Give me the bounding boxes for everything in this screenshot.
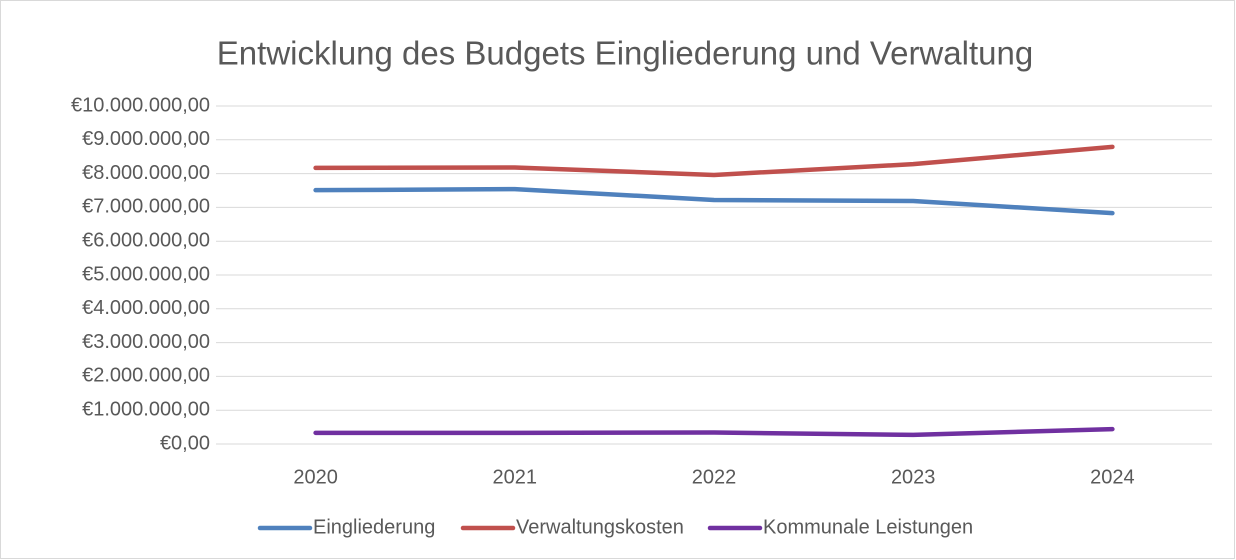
series-line [313, 426, 1115, 438]
series-line [313, 144, 1115, 178]
y-tick-label: €1.000.000,00 [82, 398, 210, 420]
y-tick-label: €0,00 [160, 432, 210, 454]
legend-label: Eingliederung [313, 516, 435, 538]
y-tick-label: €3.000.000,00 [82, 331, 210, 353]
x-tick-label: 2024 [1090, 466, 1135, 488]
y-tick-label: €9.000.000,00 [82, 128, 210, 150]
y-tick-label: €2.000.000,00 [82, 365, 210, 387]
y-tick-label: €8.000.000,00 [82, 162, 210, 184]
y-tick-label: €4.000.000,00 [82, 297, 210, 319]
x-tick-label: 2021 [493, 466, 538, 488]
x-tick-label: 2020 [293, 466, 338, 488]
y-tick-label: €5.000.000,00 [82, 263, 210, 285]
x-tick-label: 2023 [891, 466, 936, 488]
legend-label: Kommunale Leistungen [763, 516, 973, 538]
y-tick-label: €10.000.000,00 [71, 94, 210, 116]
x-tick-label: 2022 [692, 466, 737, 488]
chart-title: Entwicklung des Budgets Eingliederung un… [217, 35, 1033, 72]
legend-label: Verwaltungskosten [516, 516, 684, 538]
y-tick-label: €6.000.000,00 [82, 229, 210, 251]
y-tick-label: €7.000.000,00 [82, 196, 210, 218]
series-line [313, 186, 1115, 216]
